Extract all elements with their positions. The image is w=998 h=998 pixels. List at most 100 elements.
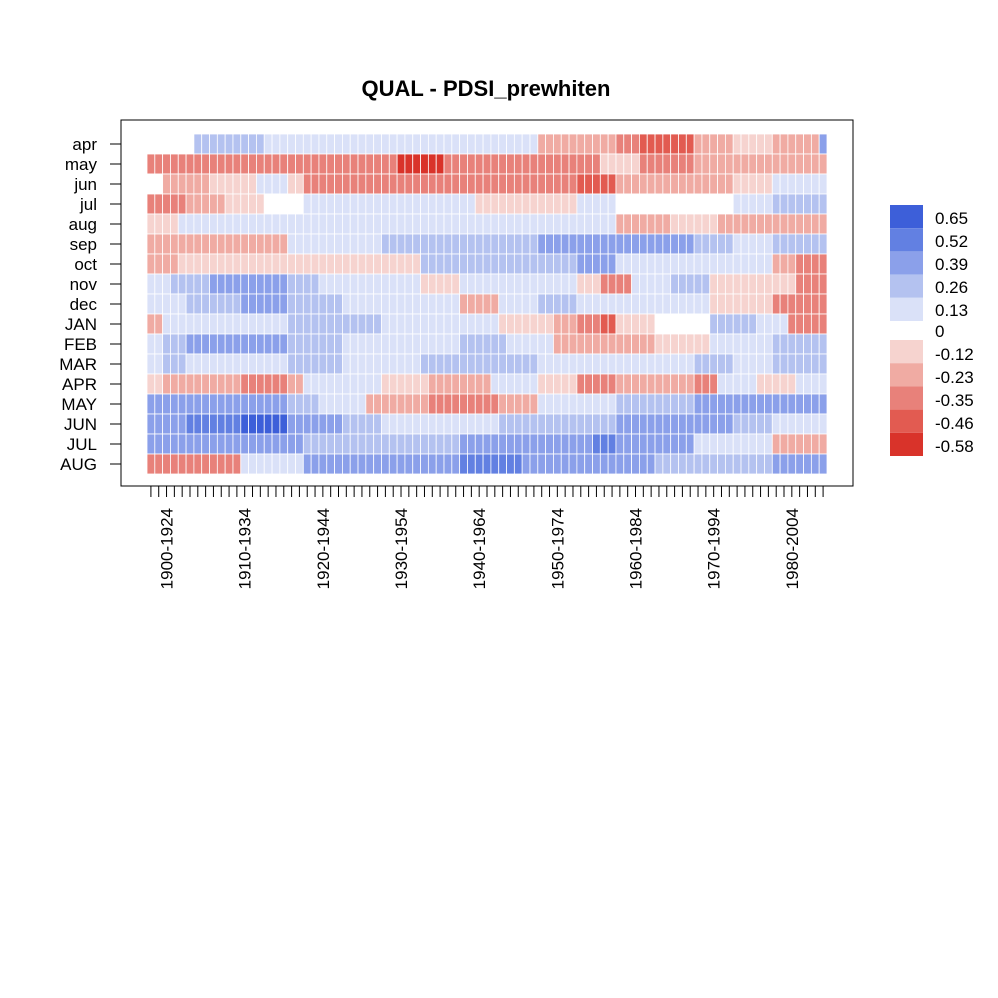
heatmap-cell <box>498 173 507 195</box>
heatmap-cell <box>521 333 531 355</box>
heatmap-cell <box>498 413 507 435</box>
heatmap-cell <box>341 373 351 395</box>
heatmap-cell <box>295 193 304 215</box>
heatmap-cell <box>576 273 586 295</box>
heatmap-cell <box>185 233 195 255</box>
heatmap-cell <box>490 173 500 195</box>
heatmap-cell <box>537 133 547 155</box>
heatmap-cell <box>787 193 797 215</box>
heatmap-cell <box>537 193 547 215</box>
legend-label: -0.12 <box>935 345 974 364</box>
heatmap-cell <box>482 333 492 355</box>
heatmap-cell <box>412 233 421 255</box>
heatmap-cell <box>599 313 609 335</box>
heatmap-cell <box>162 353 171 375</box>
heatmap-cell <box>701 153 711 175</box>
heatmap-cell <box>764 133 773 155</box>
heatmap-cell <box>427 313 437 335</box>
heatmap-cell <box>631 373 640 395</box>
heatmap-cell <box>279 313 289 335</box>
heatmap-cell <box>404 393 414 415</box>
heatmap-cell <box>592 393 601 415</box>
heatmap-cell <box>732 213 742 235</box>
heatmap-cell <box>771 433 781 455</box>
heatmap-cell <box>271 233 281 255</box>
heatmap-cell <box>349 333 359 355</box>
heatmap-cell <box>349 313 359 335</box>
heatmap-cell <box>482 353 492 375</box>
heatmap-cell <box>599 373 609 395</box>
heatmap-cell <box>818 173 828 195</box>
heatmap-cell <box>537 233 547 255</box>
heatmap-cell <box>310 393 320 415</box>
heatmap-cell <box>717 433 726 455</box>
heatmap-cell <box>599 213 609 235</box>
heatmap-cell <box>287 353 296 375</box>
heatmap-cell <box>498 273 507 295</box>
heatmap-cell <box>615 293 625 315</box>
heatmap-cell <box>443 293 453 315</box>
heatmap-cell <box>451 273 461 295</box>
heatmap-cell <box>240 193 250 215</box>
heatmap-cell <box>302 413 312 435</box>
heatmap-cell <box>779 453 789 475</box>
heatmap-cell <box>177 353 187 375</box>
heatmap-cell <box>240 313 250 335</box>
heatmap-cell <box>803 253 812 275</box>
heatmap-cell <box>553 213 562 235</box>
heatmap-cell <box>818 413 828 435</box>
heatmap-cell <box>568 413 578 435</box>
heatmap-cell <box>529 313 539 335</box>
heatmap-cell <box>482 413 492 435</box>
heatmap-cell <box>693 353 703 375</box>
heatmap-cell <box>357 333 367 355</box>
heatmap-cell <box>482 233 492 255</box>
legend-swatch <box>890 251 923 275</box>
heatmap-cell <box>459 253 468 275</box>
heatmap-cell <box>271 453 281 475</box>
heatmap-cell <box>310 333 320 355</box>
heatmap-cell <box>326 453 335 475</box>
heatmap-cell <box>162 453 171 475</box>
heatmap-cell <box>584 173 593 195</box>
heatmap-cell <box>154 193 164 215</box>
heatmap-cell <box>795 293 804 315</box>
heatmap-cell <box>709 233 718 255</box>
heatmap-cell <box>545 353 554 375</box>
heatmap-cell <box>177 173 187 195</box>
heatmap-cell <box>474 453 484 475</box>
heatmap-cell <box>365 373 375 395</box>
heatmap-cell <box>748 253 758 275</box>
heatmap-cell <box>623 413 633 435</box>
heatmap-cell <box>724 393 734 415</box>
heatmap-cell <box>326 233 335 255</box>
heatmap-cell <box>779 373 789 395</box>
heatmap-cell <box>818 213 828 235</box>
heatmap-cell <box>459 153 468 175</box>
heatmap-cell <box>310 453 320 475</box>
heatmap-cell <box>357 193 367 215</box>
heatmap-cell <box>474 193 484 215</box>
heatmap-cell <box>787 313 797 335</box>
heatmap-cell <box>576 393 586 415</box>
heatmap-cell <box>427 173 437 195</box>
heatmap-cell <box>498 333 507 355</box>
heatmap-cell <box>693 333 703 355</box>
heatmap-cell <box>263 393 273 415</box>
heatmap-cell <box>209 213 218 235</box>
heatmap-cell <box>490 293 500 315</box>
heatmap-cell <box>154 313 164 335</box>
heatmap-cell <box>607 293 617 315</box>
heatmap-cell <box>240 333 250 355</box>
heatmap-cell <box>404 293 414 315</box>
heatmap-cell <box>779 253 789 275</box>
heatmap-cell <box>193 413 203 435</box>
heatmap-cell <box>818 373 828 395</box>
heatmap-cell <box>607 273 617 295</box>
legend-label: 0 <box>935 322 944 341</box>
heatmap-cell <box>201 353 210 375</box>
heatmap-cell <box>256 233 265 255</box>
chart-title: QUAL - PDSI_prewhiten <box>362 76 611 101</box>
heatmap-cell <box>427 333 437 355</box>
